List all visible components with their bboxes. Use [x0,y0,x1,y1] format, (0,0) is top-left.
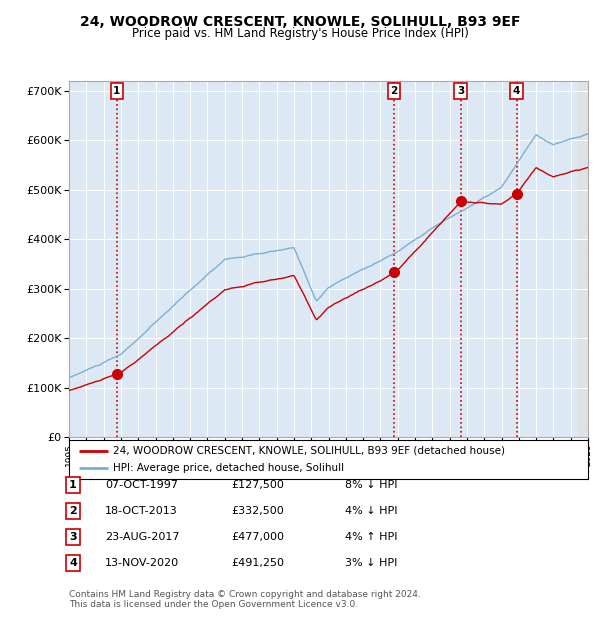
Text: 2: 2 [69,506,77,516]
Text: 3: 3 [457,86,464,96]
Text: Contains HM Land Registry data © Crown copyright and database right 2024.: Contains HM Land Registry data © Crown c… [69,590,421,600]
Text: £127,500: £127,500 [231,480,284,490]
Text: 13-NOV-2020: 13-NOV-2020 [105,558,179,568]
Text: 24, WOODROW CRESCENT, KNOWLE, SOLIHULL, B93 9EF (detached house): 24, WOODROW CRESCENT, KNOWLE, SOLIHULL, … [113,446,505,456]
Text: 3: 3 [69,532,77,542]
Text: 23-AUG-2017: 23-AUG-2017 [105,532,179,542]
Text: 18-OCT-2013: 18-OCT-2013 [105,506,178,516]
Text: 2: 2 [391,86,398,96]
Text: 1: 1 [69,480,77,490]
Text: Price paid vs. HM Land Registry's House Price Index (HPI): Price paid vs. HM Land Registry's House … [131,27,469,40]
Text: This data is licensed under the Open Government Licence v3.0.: This data is licensed under the Open Gov… [69,600,358,609]
Text: £491,250: £491,250 [231,558,284,568]
Text: HPI: Average price, detached house, Solihull: HPI: Average price, detached house, Soli… [113,463,344,473]
Text: 3% ↓ HPI: 3% ↓ HPI [345,558,397,568]
Text: 4% ↑ HPI: 4% ↑ HPI [345,532,398,542]
Text: 07-OCT-1997: 07-OCT-1997 [105,480,178,490]
Text: 4: 4 [69,558,77,568]
Text: 8% ↓ HPI: 8% ↓ HPI [345,480,398,490]
Bar [578,81,588,437]
Text: 1: 1 [113,86,121,96]
Text: 4: 4 [513,86,520,96]
Text: £477,000: £477,000 [231,532,284,542]
Text: £332,500: £332,500 [231,506,284,516]
Text: 24, WOODROW CRESCENT, KNOWLE, SOLIHULL, B93 9EF: 24, WOODROW CRESCENT, KNOWLE, SOLIHULL, … [80,16,520,30]
Text: 4% ↓ HPI: 4% ↓ HPI [345,506,398,516]
